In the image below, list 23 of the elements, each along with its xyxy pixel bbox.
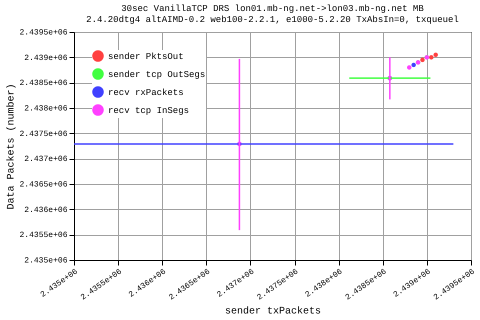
y-tick-label: 2.4355e+06 <box>19 231 68 240</box>
text: 30sec VanillaTCP DRS lon01.mb-ng.net->lon03.mb-ng.net MB <box>121 4 424 14</box>
y-tick-label: 2.4375e+06 <box>19 130 68 139</box>
x-axis-title: sender txPackets <box>224 306 322 318</box>
legend-label: recv tcp InSegs <box>108 106 190 116</box>
point <box>411 62 416 68</box>
y-tick-label: 2.4365e+06 <box>19 180 68 190</box>
y-tick-label: 2.4395e+06 <box>19 28 68 38</box>
legend-label: sender PktsOut <box>108 52 184 62</box>
y-tick-label: 2.438e+06 <box>24 104 68 114</box>
text: 2.4.20dtg4 altAIMD-0.2 web100-2.2.1, e1000-5.2.20 TxAbsIn=0, txqueuel <box>86 15 459 25</box>
point <box>407 65 412 70</box>
y-tick-label: 2.436e+06 <box>24 206 68 215</box>
y-tick-label: 2.435e+06 <box>24 256 68 266</box>
point <box>420 58 425 62</box>
y-tick-label: 2.439e+06 <box>24 54 68 63</box>
legend-label: recv rxPackets <box>108 88 184 98</box>
y-tick-label: 2.437e+06 <box>24 155 68 164</box>
legend-label: sender tcp OutSegs <box>108 70 206 80</box>
y-axis-title: Data Packets (number) <box>5 83 18 210</box>
point <box>429 55 434 60</box>
y-tick-label: 2.4385e+06 <box>19 79 68 88</box>
point <box>433 52 438 58</box>
